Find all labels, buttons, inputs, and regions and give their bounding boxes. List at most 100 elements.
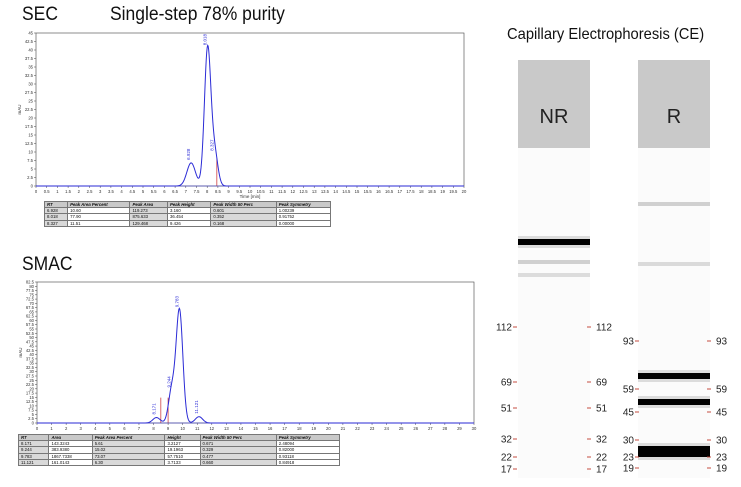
ce-band (518, 239, 590, 245)
x-tick-label: 6.5 (172, 189, 178, 194)
x-tick-label: 11 (269, 189, 274, 194)
y-tick-label: 37.5 (25, 56, 34, 61)
y-tick-label: 55 (29, 327, 34, 332)
y-tick-label: 35 (29, 361, 34, 366)
x-tick-label: 1 (50, 426, 53, 431)
table-header-cell: Height (164, 433, 201, 442)
table-row: 11.121 161.0143 6.30 3.7133 0.660 0.8491… (17, 458, 341, 467)
x-tick-label: 7.5 (194, 189, 200, 194)
y-tick-label: 5 (32, 412, 35, 417)
x-tick-label: 7 (138, 426, 141, 431)
y-tick-label: 32.5 (26, 365, 35, 370)
x-tick-label: 17 (282, 426, 287, 431)
peak-label: 8.327 (210, 139, 215, 151)
mw-marker-left: 59 (623, 385, 635, 396)
y-tick-label: 15 (28, 133, 33, 138)
mw-marker-left: 93 (623, 337, 635, 348)
x-tick-label: 4.5 (129, 189, 135, 194)
mw-marker-right: 23 (716, 453, 728, 464)
x-tick-label: 17 (397, 189, 402, 194)
y-tick-label: 20 (28, 116, 33, 121)
y-tick-label: 2.5 (28, 416, 34, 421)
table-header-cell: Peak Area Percent (67, 200, 131, 209)
y-tick-label: 0 (32, 421, 35, 426)
table-cell: 3.2127 (164, 440, 201, 448)
mw-marker-left: 45 (623, 408, 635, 419)
mw-marker-right: 59 (716, 385, 728, 396)
y-tick-label: 10 (28, 150, 33, 155)
x-tick-label: 15.5 (364, 189, 373, 194)
y-tick-label: 5 (31, 167, 34, 172)
x-tick-label: 17.5 (406, 189, 415, 194)
x-tick-label: 12 (290, 189, 295, 194)
mw-marker-left: 19 (623, 464, 635, 475)
mw-marker-right: 112 (596, 323, 612, 334)
x-tick-label: 0.5 (44, 189, 50, 194)
y-tick-label: 7.5 (27, 158, 33, 163)
y-tick-label: 17.5 (26, 391, 35, 396)
y-tick-label: 32.5 (25, 73, 34, 78)
table-cell: 9.244 (17, 446, 50, 454)
ce-band (638, 202, 710, 206)
y-tick-label: 30 (28, 82, 33, 87)
x-tick-label: 8.5 (215, 189, 221, 194)
mw-marker-right: 22 (596, 453, 608, 464)
table-cell: 57.7510 (164, 452, 201, 460)
x-tick-label: 3.5 (108, 189, 114, 194)
y-tick-label: 75 (29, 292, 34, 297)
x-tick-label: 29 (457, 426, 462, 431)
y-tick-label: 27.5 (25, 90, 34, 95)
table-cell: 161.0143 (48, 458, 93, 467)
table-cell: 1867.7338 (48, 452, 93, 460)
x-tick-label: 27 (428, 426, 433, 431)
y-tick-label: 12.5 (26, 399, 35, 404)
y-tick-label: 62.5 (26, 314, 35, 319)
x-tick-label: 19 (311, 426, 316, 431)
x-tick-label: 14 (333, 189, 338, 194)
ce-band (638, 446, 710, 452)
mw-marker-right: 93 (716, 337, 728, 348)
ce-band (638, 399, 710, 405)
table-row: 8.327 11.51 129.468 9.426 0.168 0.00000 (43, 219, 332, 227)
table-cell: 19.1963 (164, 446, 201, 454)
mw-marker-right: 30 (716, 436, 728, 447)
table-cell: 0.84918 (275, 458, 341, 467)
x-tick-label: 20 (462, 189, 467, 194)
smac-peak-table: RT Area Peak Area Percent Height Peak Wi… (17, 433, 341, 467)
y-tick-label: 40 (29, 352, 34, 357)
peak-label: 9.244 (167, 376, 172, 388)
x-tick-label: 10 (180, 426, 185, 431)
y-tick-label: 30 (29, 369, 34, 374)
x-tick-label: 6 (123, 426, 126, 431)
y-tick-label: 52.5 (26, 331, 35, 336)
table-header-cell: Peak Width 50 Perc (210, 200, 277, 209)
x-tick-label: 8 (206, 189, 209, 194)
x-tick-label: 9 (227, 189, 230, 194)
x-tick-label: 18 (297, 426, 302, 431)
x-tick-label: 9.5 (236, 189, 242, 194)
sec-peak-table: RT Peak Area Percent Peak Area Peak Heig… (43, 200, 332, 227)
y-tick-label: 7.5 (28, 408, 34, 413)
mw-marker-right: 51 (596, 404, 608, 415)
y-tick-label: 82.5 (26, 280, 35, 285)
y-axis-label: mAU (18, 348, 23, 358)
y-axis-label: mAU (17, 105, 22, 115)
table-cell: 11.51 (67, 219, 131, 227)
y-tick-label: 25 (29, 378, 34, 383)
table-cell: 143.3243 (48, 440, 93, 448)
x-tick-label: 1.5 (65, 189, 71, 194)
x-tick-label: 13.5 (321, 189, 330, 194)
x-tick-label: 10.5 (257, 189, 266, 194)
x-tick-label: 16.5 (385, 189, 394, 194)
x-tick-label: 4 (94, 426, 97, 431)
x-tick-label: 19.5 (449, 189, 458, 194)
x-tick-label: 2 (65, 426, 68, 431)
table-row: 9.244 383.9380 15.02 19.1963 0.329 0.820… (17, 446, 341, 454)
table-row: 8.171 143.3243 5.61 3.2127 0.671 2.48094 (17, 440, 341, 448)
table-header-cell: Peak Height (167, 200, 212, 209)
table-header-cell: RT (17, 433, 50, 442)
x-tick-label: 15 (355, 189, 360, 194)
y-tick-label: 65 (29, 309, 34, 314)
x-tick-label: 23 (370, 426, 375, 431)
